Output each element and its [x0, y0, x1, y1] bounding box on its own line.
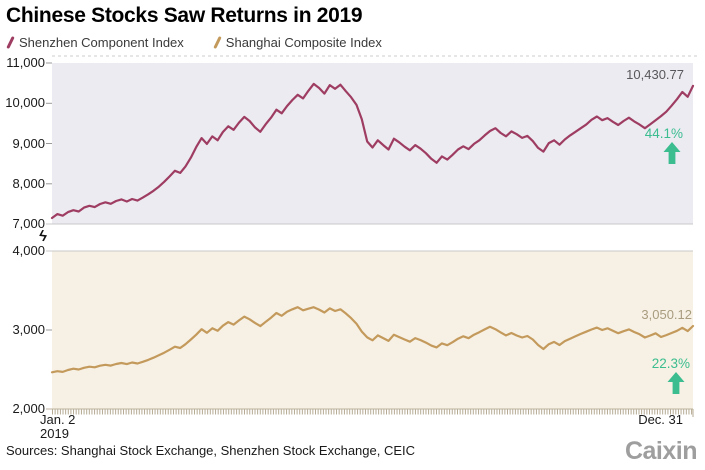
- ylabel-9000: 9,000: [12, 136, 45, 151]
- xlabel-end-date: Dec. 31: [638, 412, 683, 427]
- up-arrow-icon-shenzhen: [663, 142, 681, 164]
- xlabel-start-year: 2019: [40, 426, 69, 441]
- shenzhen-end-value: 10,430.77: [626, 67, 684, 82]
- shanghai-pct-change: 22.3%: [651, 356, 690, 371]
- shanghai-line: [50, 306, 695, 374]
- shanghai-end-value: 3,050.12: [641, 307, 692, 322]
- xlabel-start-date: Jan. 2: [40, 412, 76, 427]
- shenzhen-panel-bg: [52, 63, 693, 224]
- page-title: Chinese Stocks Saw Returns in 2019: [6, 4, 363, 27]
- shenzhen-line: [50, 82, 695, 220]
- ylabel-11000: 11,000: [6, 55, 45, 70]
- legend-label-shenzhen: Shenzhen Component Index: [19, 35, 184, 50]
- legend-label-shanghai: Shanghai Composite Index: [225, 35, 382, 50]
- legend-item-shenzhen: Shenzhen Component Index: [6, 35, 184, 50]
- ylabel-4000: 4,000: [12, 243, 45, 258]
- ylabel-10000: 10,000: [5, 95, 45, 110]
- sources-note: Sources: Shanghai Stock Exchange, Shenzh…: [6, 443, 416, 458]
- up-arrow-icon-shanghai: [667, 372, 685, 394]
- ylabel-3000: 3,000: [12, 322, 45, 337]
- caixin-logo: Caixin: [624, 437, 698, 465]
- shenzhen-pct-change: 44.1%: [644, 126, 683, 141]
- shanghai-panel-bg: [52, 251, 693, 409]
- legend: Shenzhen Component Index Shanghai Compos…: [6, 35, 382, 50]
- ylabel-8000: 8,000: [12, 176, 45, 191]
- legend-item-shanghai: Shanghai Composite Index: [213, 35, 382, 50]
- ylabel-7000: 7,000: [12, 216, 45, 231]
- ylabel-2000: 2,000: [12, 401, 45, 416]
